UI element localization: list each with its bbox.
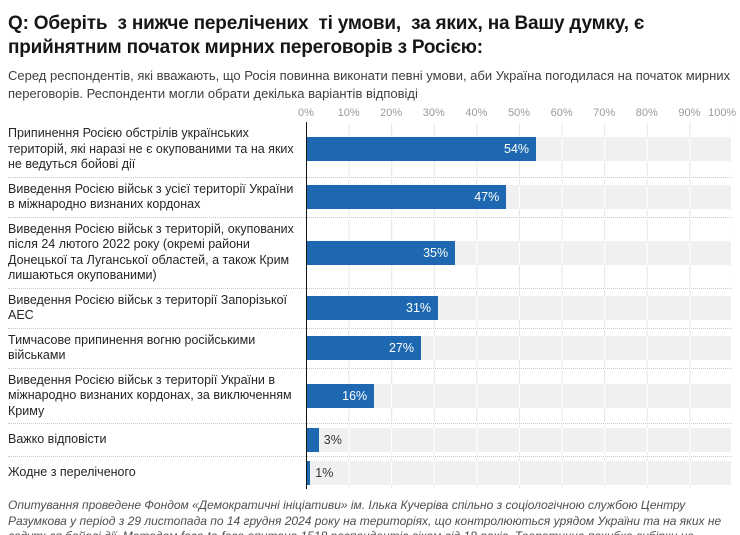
- bar-track: 27%: [306, 336, 732, 360]
- chart-row: Виведення Росією військ з території Укра…: [8, 369, 732, 424]
- chart-row: Припинення Росією обстрілів українських …: [8, 122, 732, 178]
- bar: 35%: [306, 240, 456, 265]
- value-label: 27%: [388, 341, 415, 355]
- category-label: Виведення Росією військ з усієї територі…: [8, 181, 294, 212]
- axis-tick: 40%: [465, 107, 488, 119]
- row-plot-area: 27%: [306, 329, 732, 367]
- bar: 54%: [306, 137, 537, 162]
- row-plot-area: 54%: [306, 123, 732, 176]
- category-label: Важко відповісти: [8, 432, 107, 447]
- chart-title: Q: Оберіть з нижче перелічених ті умови,…: [8, 13, 650, 58]
- chart-rows: Припинення Росією обстрілів українських …: [8, 122, 732, 489]
- axis-tick: 0%: [298, 107, 314, 119]
- axis-tick: 90%: [678, 107, 701, 119]
- chart-row: Виведення Росією військ з території Запо…: [8, 289, 732, 329]
- row-plot-area: 35%: [306, 218, 732, 287]
- bar: 16%: [306, 383, 375, 408]
- category-label: Виведення Росією військ з територій, оку…: [8, 221, 294, 283]
- axis-spacer: [8, 107, 306, 122]
- chart-row: Жодне з переліченого 1%: [8, 457, 732, 489]
- bar-track: 47%: [306, 185, 732, 209]
- bar-track: 16%: [306, 383, 732, 408]
- bar-track: 35%: [306, 240, 732, 265]
- row-plot-area: 3%: [306, 425, 732, 455]
- chart-row: Тимчасове припинення вогню російськими в…: [8, 329, 732, 369]
- value-label: 1%: [315, 466, 334, 480]
- bar: 47%: [306, 185, 507, 209]
- x-axis-ticks: 0% 10% 20% 30% 40% 50% 60% 70% 80% 90% 100%: [298, 107, 736, 122]
- value-label: 16%: [342, 388, 368, 403]
- value-label: 35%: [423, 245, 449, 260]
- chart-row: Важко відповісти 3%: [8, 424, 732, 457]
- value-label: 54%: [504, 142, 530, 157]
- axis-tick: 30%: [422, 107, 445, 119]
- value-label: 3%: [323, 433, 342, 447]
- bar-chart: 0% 10% 20% 30% 40% 50% 60% 70% 80% 90% 100% Припин…: [8, 107, 736, 489]
- axis-tick: 80%: [635, 107, 658, 119]
- axis-tick: 60%: [550, 107, 573, 119]
- chart-description: Серед респондентів, які вважають, що Рос…: [8, 68, 731, 101]
- chart-footer: Опитування проведене Фондом «Демократичн…: [0, 489, 740, 535]
- bar-track: 54%: [306, 137, 732, 162]
- axis-tick: 70%: [593, 107, 616, 119]
- value-label: 47%: [474, 190, 500, 204]
- bar: 31%: [306, 296, 439, 320]
- value-label: 31%: [406, 301, 432, 315]
- methodology-notes: Опитування проведене Фондом «Демократичн…: [8, 498, 722, 535]
- axis-tick: 10%: [337, 107, 360, 119]
- chart-row: Виведення Росією військ з територій, оку…: [8, 218, 732, 289]
- category-label: Виведення Росією військ з території Запо…: [8, 292, 288, 323]
- bar-track: 1%: [306, 461, 732, 485]
- category-label: Припинення Росією обстрілів українських …: [8, 126, 294, 171]
- bar: [306, 461, 311, 485]
- category-label: Тимчасове припинення вогню російськими в…: [8, 332, 256, 363]
- bar-track: 3%: [306, 428, 732, 452]
- axis-baseline: [306, 122, 307, 489]
- x-axis: 0% 10% 20% 30% 40% 50% 60% 70% 80% 90% 100%: [8, 107, 736, 122]
- bar-track: 31%: [306, 296, 732, 320]
- axis-tick: 20%: [380, 107, 403, 119]
- category-label: Виведення Росією військ з території Укра…: [8, 372, 292, 418]
- axis-tick: 50%: [507, 107, 531, 119]
- row-plot-area: 31%: [306, 289, 732, 327]
- row-plot-area: 47%: [306, 178, 732, 216]
- axis-tick: 100%: [708, 107, 737, 119]
- category-label: Жодне з переліченого: [8, 465, 136, 480]
- chart-card: Q: Оберіть з нижче перелічених ті умови,…: [8, 13, 736, 489]
- bar: [306, 428, 319, 452]
- row-plot-area: 1%: [306, 458, 732, 488]
- chart-row: Виведення Росією військ з усієї територі…: [8, 178, 732, 218]
- row-plot-area: 16%: [306, 369, 732, 422]
- bar: 27%: [306, 336, 422, 360]
